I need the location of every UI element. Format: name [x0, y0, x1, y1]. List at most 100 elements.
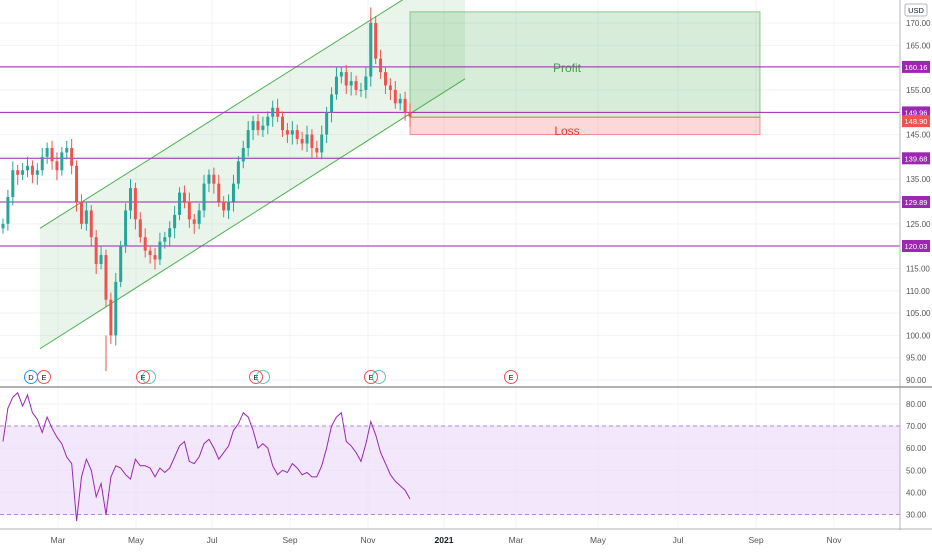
candle-body [344, 72, 348, 86]
y-tick-label: 105.00 [906, 309, 931, 318]
candle [50, 140, 54, 170]
candle-body [168, 228, 172, 238]
candle-body [359, 89, 363, 91]
event-marker-letter: E [41, 373, 46, 382]
candle-body [133, 188, 137, 220]
candle-body [403, 98, 407, 113]
candle-body [398, 98, 402, 104]
event-marker-circle [364, 370, 378, 384]
level-price-tag: 120.03 [902, 239, 930, 252]
candle-body [310, 134, 314, 148]
candle-body [35, 170, 39, 175]
level-tag-text: 139.68 [905, 154, 928, 163]
candle [379, 49, 383, 80]
profit-zone[interactable]: Profit [409, 11, 761, 118]
candle-body [75, 165, 79, 202]
candle [45, 142, 49, 164]
candle [261, 116, 265, 138]
candle-body [349, 81, 353, 86]
rsi-band [0, 426, 900, 515]
candle-body [192, 219, 196, 224]
x-tick-label: May [590, 535, 607, 545]
candle-body [84, 210, 88, 224]
candle-body [222, 201, 226, 211]
candle [187, 192, 191, 228]
candle [222, 196, 226, 218]
candle-body [163, 237, 167, 242]
candle [84, 201, 88, 231]
currency-badge[interactable]: USD [904, 3, 928, 17]
candle-body [104, 255, 108, 300]
candle [128, 179, 132, 219]
channel-upper-line[interactable] [39, 0, 465, 229]
y-tick-label: 95.00 [906, 354, 927, 363]
x-tick-label: Nov [826, 535, 842, 545]
rsi-tick-label: 60.00 [906, 444, 927, 453]
candle-body [65, 147, 69, 153]
candle-body [11, 170, 15, 198]
candle [55, 152, 59, 181]
candle [359, 82, 363, 97]
loss-zone[interactable]: Loss [409, 116, 761, 138]
candle-body [128, 188, 132, 211]
last-price-box [902, 115, 930, 128]
candle-body [217, 183, 221, 202]
candle [231, 174, 235, 212]
candle [334, 67, 338, 100]
loss-box [409, 116, 761, 136]
event-marker-circle [504, 370, 518, 384]
candle [70, 139, 74, 175]
candle [168, 221, 172, 246]
profit-box [409, 11, 761, 118]
candle-body [305, 134, 309, 144]
y-tick-label: 170.00 [906, 19, 931, 28]
level-tag-text: 129.89 [905, 198, 928, 207]
candle [75, 160, 79, 212]
candle-body [320, 134, 324, 153]
candle [21, 163, 25, 181]
candle-body [369, 23, 373, 77]
candle [256, 114, 260, 136]
channel-fill[interactable] [40, 0, 465, 349]
candle [148, 245, 152, 264]
candle [281, 111, 285, 138]
candle-body [114, 281, 118, 336]
loss-label: Loss [554, 124, 579, 138]
candle-body [374, 23, 378, 59]
candle [35, 163, 39, 185]
level-tag-text: 160.16 [905, 63, 928, 72]
x-tick-label: Jul [673, 535, 684, 545]
level-price-tag: 160.16 [902, 60, 930, 73]
candle [94, 230, 98, 275]
earnings-marker[interactable]: E [504, 370, 518, 384]
candle-body [99, 255, 103, 264]
candle-body [393, 89, 397, 104]
currency-badge-box [904, 3, 928, 17]
candle [320, 125, 324, 160]
earnings-marker[interactable]: E [364, 370, 378, 384]
candle-body [153, 255, 157, 260]
candle [364, 67, 368, 99]
event-marker-shadow [142, 370, 156, 384]
candle-body [290, 130, 294, 135]
level-tag-text: 120.03 [905, 242, 928, 251]
candle [197, 203, 201, 230]
earnings-marker[interactable]: E [37, 370, 51, 384]
y-tick-label: 145.00 [906, 131, 931, 140]
candle-body [158, 241, 162, 260]
candle-body [241, 147, 245, 162]
candle [11, 161, 15, 206]
y-tick-label: 110.00 [906, 287, 930, 296]
candle [388, 78, 392, 100]
candle [40, 147, 44, 176]
candle [158, 232, 162, 265]
candle-body [143, 237, 147, 251]
event-marker-shadow [372, 370, 386, 384]
candle-body [236, 161, 240, 184]
dividend-marker[interactable]: D [24, 370, 38, 384]
candle-body [45, 147, 49, 157]
y-tick-label: 155.00 [906, 86, 931, 95]
candle [310, 129, 314, 158]
candle [227, 194, 231, 219]
y-tick-label: 115.00 [906, 264, 930, 273]
